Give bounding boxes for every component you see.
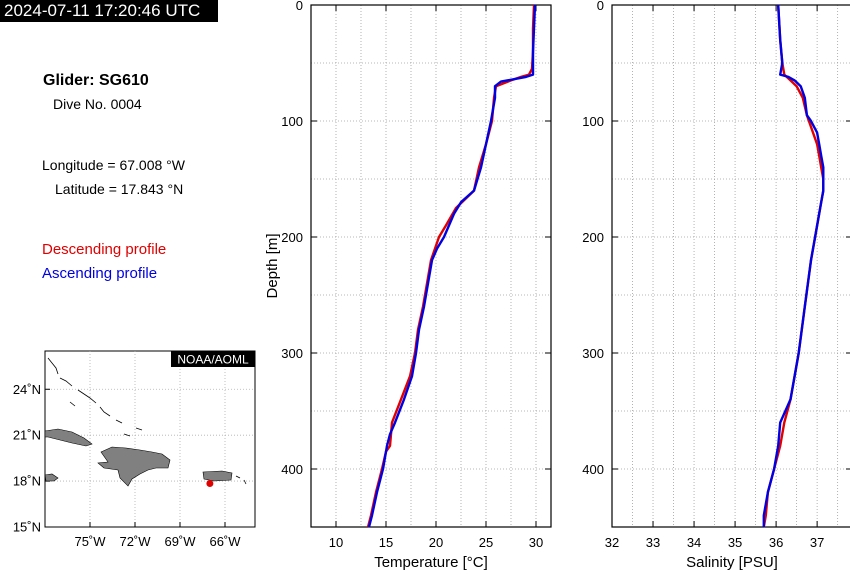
legend-descending: Descending profile bbox=[42, 241, 167, 258]
map-credit: NOAA/AOML bbox=[177, 353, 249, 367]
map-lat-tick-label: 24˚N bbox=[13, 382, 41, 397]
map-lon-tick-label: 69˚W bbox=[164, 534, 196, 549]
map-lat-tick-label: 15˚N bbox=[13, 520, 41, 535]
salinity-profile-chart: 0 100 200 300 400 32 33 34 35 36 37 Salinity [PSU] bbox=[582, 0, 850, 571]
x-tick-label: 33 bbox=[646, 535, 660, 550]
y-tick-label: 400 bbox=[281, 462, 303, 477]
map-landmasses bbox=[44, 428, 233, 487]
map-lat-tick-label: 18˚N bbox=[13, 474, 41, 489]
temperature-profile-chart: 0 100 200 300 400 10 15 20 25 30 Temperature [°C] D… bbox=[264, 0, 552, 571]
map-lat-tick-label: 21˚N bbox=[13, 428, 41, 443]
x-tick-label: 34 bbox=[687, 535, 701, 550]
x-tick-label: 10 bbox=[329, 535, 343, 550]
descending-profile-line bbox=[366, 4, 536, 528]
x-tick-label: 25 bbox=[479, 535, 493, 550]
x-tick-label: 36 bbox=[769, 535, 783, 550]
hispaniola-shape bbox=[97, 446, 171, 487]
y-tick-label: 100 bbox=[582, 114, 604, 129]
y-tick-label: 300 bbox=[582, 346, 604, 361]
y-tick-label: 300 bbox=[281, 346, 303, 361]
map-lon-tick-label: 66˚W bbox=[209, 534, 241, 549]
cuba-shape bbox=[44, 428, 93, 447]
x-tick-label: 15 bbox=[379, 535, 393, 550]
jamaica-shape bbox=[44, 473, 59, 482]
plot-frame bbox=[310, 4, 552, 528]
longitude-readout: Longitude = 67.008 °W bbox=[42, 157, 185, 173]
y-tick-label: 100 bbox=[281, 114, 303, 129]
plot-frame bbox=[611, 4, 850, 528]
map-lon-tick-label: 72˚W bbox=[119, 534, 151, 549]
y-tick-label: 0 bbox=[296, 0, 303, 13]
y-tick-label: 200 bbox=[582, 230, 604, 245]
latitude-readout: Latitude = 17.843 °N bbox=[55, 181, 184, 197]
puerto-rico-shape bbox=[202, 470, 233, 482]
legend-ascending: Ascending profile bbox=[42, 265, 158, 282]
descending-profile-line bbox=[762, 4, 825, 528]
inset-map: 24˚N 21˚N 18˚N 15˚N 75˚W 72˚W 69˚W 66˚W NOAA/AO… bbox=[13, 350, 256, 549]
map-lon-tick-label: 75˚W bbox=[74, 534, 106, 549]
x-axis-label: Temperature [°C] bbox=[374, 554, 488, 571]
y-tick-label: 0 bbox=[597, 0, 604, 13]
y-tick-label: 200 bbox=[281, 230, 303, 245]
dive-number: Dive No. 0004 bbox=[53, 96, 142, 112]
map-small-islands bbox=[47, 357, 247, 485]
y-tick-label: 400 bbox=[582, 462, 604, 477]
map-credit-background bbox=[171, 351, 255, 367]
x-tick-label: 20 bbox=[429, 535, 443, 550]
ascending-profile-line bbox=[762, 4, 825, 527]
glider-name: Glider: SG610 bbox=[43, 72, 149, 89]
x-tick-label: 30 bbox=[529, 535, 543, 550]
glider-position-marker bbox=[206, 479, 214, 487]
y-axis-label: Depth [m] bbox=[264, 233, 281, 298]
timestamp-banner: 2024-07-11 17:20:46 UTC bbox=[0, 0, 218, 22]
x-tick-label: 35 bbox=[728, 535, 742, 550]
ascending-profile-line bbox=[367, 4, 537, 528]
x-tick-label: 37 bbox=[810, 535, 824, 550]
x-axis-label: Salinity [PSU] bbox=[686, 554, 778, 571]
x-tick-label: 32 bbox=[605, 535, 619, 550]
